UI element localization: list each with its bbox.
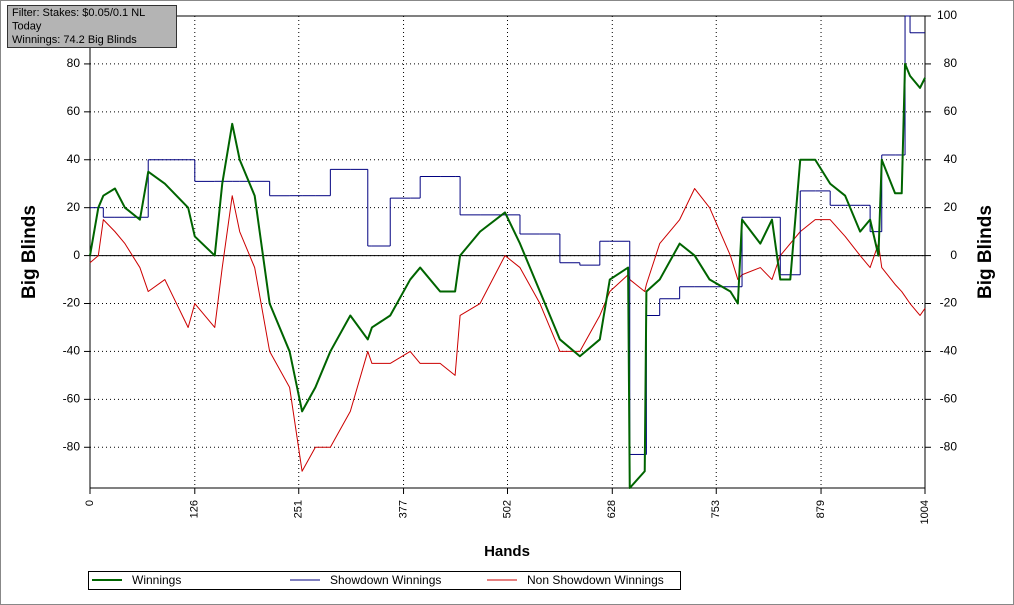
x-tick-label: 502 [501, 500, 513, 518]
series-line [89, 188, 926, 472]
y2-tick-label: 40 [944, 152, 958, 166]
x-tick-label: 628 [606, 500, 618, 518]
y-tick-label: 80 [67, 56, 81, 70]
y-tick-label: 60 [67, 104, 81, 118]
plot: -80 -60 -40 -20 0 20 40 60 80 -80 -60 -40 -20 0 20 40 60… [63, 8, 958, 524]
y2-tick-label: -40 [940, 344, 958, 358]
y-tick-label: -20 [63, 296, 81, 310]
y-tick-label: -40 [63, 344, 81, 358]
x-tick-label: 251 [293, 500, 305, 518]
y-tick-label: -60 [63, 392, 81, 406]
legend-box [88, 571, 681, 590]
legend-label: Showdown Winnings [330, 573, 441, 587]
y2-tick-label: -20 [940, 296, 958, 310]
y-tick-label: -80 [63, 439, 81, 453]
x-tick-label: 1004 [919, 500, 931, 524]
x-tick-label: 879 [815, 500, 827, 518]
legend: Winnings Showdown Winnings Non Showdown Wi… [88, 571, 681, 590]
x-tick-label: 126 [189, 500, 201, 518]
info-line: Filter: Stakes: $0.05/0.1 NL [12, 7, 145, 19]
legend-label: Winnings [132, 573, 181, 587]
y-axis-title: Big Blinds [19, 205, 40, 299]
series-line [89, 62, 926, 489]
y-tick-label: 40 [67, 152, 81, 166]
y2-tick-label: 80 [944, 56, 958, 70]
y2-tick-label: -80 [940, 439, 958, 453]
y2-tick-label: 0 [950, 248, 957, 262]
y2-tick-label: 60 [944, 104, 958, 118]
legend-label: Non Showdown Winnings [527, 573, 664, 587]
x-tick-label: 0 [84, 500, 96, 506]
y2-tick-label: 20 [944, 200, 958, 214]
info-line: Winnings: 74.2 Big Blinds [12, 34, 137, 46]
x-tick-label: 753 [710, 500, 722, 518]
info-line: Today [12, 20, 42, 32]
y-tick-label: 0 [73, 248, 80, 262]
x-axis-title: Hands [484, 543, 530, 560]
y2-tick-label: -60 [940, 392, 958, 406]
x-tick-label: 377 [397, 500, 409, 518]
y2-axis-title: Big Blinds [975, 205, 996, 299]
y-tick-label: 20 [67, 200, 81, 214]
info-background [7, 5, 177, 48]
y2-tick-label: 100 [937, 8, 957, 22]
